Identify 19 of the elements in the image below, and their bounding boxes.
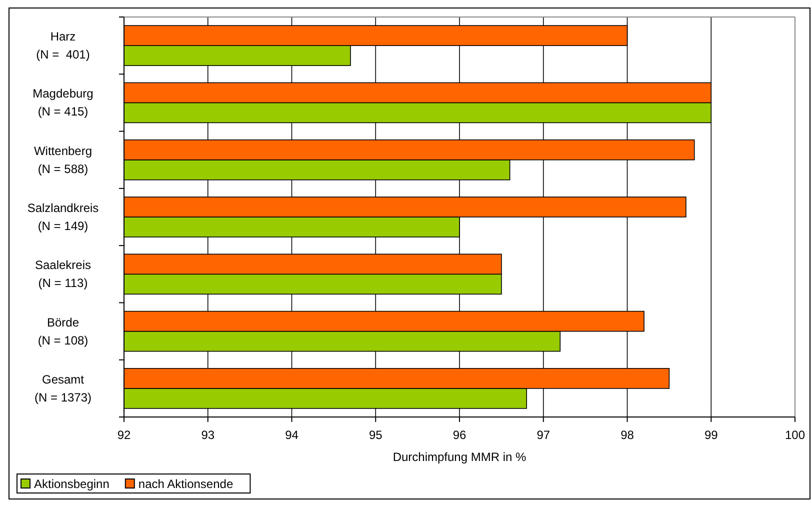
x-tick-label: 98 xyxy=(620,428,634,442)
x-tick-label: 92 xyxy=(117,428,131,442)
x-tick-label: 93 xyxy=(201,428,215,442)
x-tick-label: 100 xyxy=(784,428,806,442)
y-tick-label: Wittenberg (N = 588) xyxy=(34,144,92,176)
x-tick-label: 96 xyxy=(452,428,466,442)
x-tick-label: 95 xyxy=(368,428,383,442)
x-tick-label: 94 xyxy=(285,428,299,442)
y-tick-label: Salzlandkreis (N = 149) xyxy=(27,201,99,233)
y-tick-label: Börde (N = 108) xyxy=(38,315,88,348)
y-tick-label: Saalekreis (N = 113) xyxy=(34,258,92,290)
x-tick-label: 97 xyxy=(536,428,550,442)
legend-label: Aktionsbeginn xyxy=(34,477,110,491)
x-axis-title: Durchimpfung MMR in % xyxy=(392,450,527,464)
y-tick-label: Gesamt (N = 1373) xyxy=(34,372,92,404)
x-tick-label: 99 xyxy=(704,428,718,442)
y-tick-label: Harz (N = 401) xyxy=(36,30,90,62)
y-tick-label: Magdeburg (N = 415) xyxy=(32,86,94,119)
legend-label: nach Aktionsende xyxy=(138,477,234,491)
